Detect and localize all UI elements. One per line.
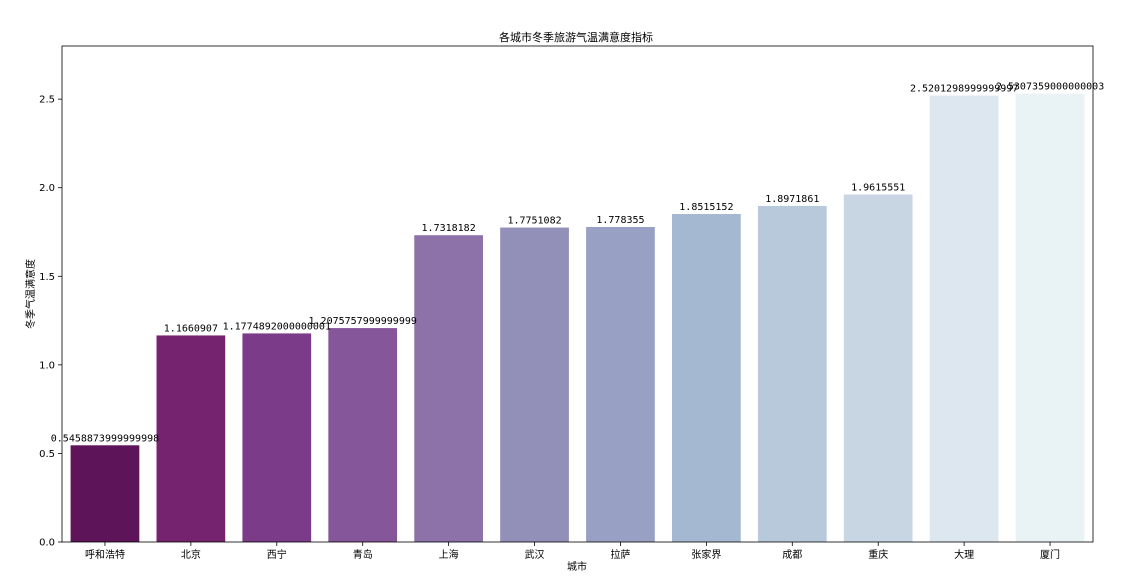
data-labels-group: 0.5458873999999998 1.1660907 1.17748920000…: [51, 82, 1104, 445]
x-tick-label: 武汉: [525, 548, 545, 561]
bar: [70, 445, 140, 542]
x-tick-label: 厦门: [1040, 548, 1060, 561]
plot-frame: [61, 45, 1094, 543]
x-tick-label: 呼和浩特: [85, 549, 125, 561]
data-label: 1.9615551: [851, 183, 905, 194]
data-label: 1.1774892000000001: [223, 321, 331, 332]
bars-group: [70, 93, 1085, 543]
x-tick-label: 大理: [954, 548, 974, 561]
bar: [757, 205, 827, 542]
x-tick-label: 上海: [439, 548, 459, 561]
chart-title: 各城市冬季旅游气温满意度指标: [499, 30, 653, 44]
data-label: 0.5458873999999998: [51, 433, 159, 444]
data-label: 2.5201298999999997: [910, 84, 1018, 95]
data-label: 1.1660907: [164, 323, 218, 334]
data-label: 1.778355: [596, 215, 644, 226]
y-tick-label: 1.5: [39, 272, 55, 283]
x-tick-label: 西宁: [267, 548, 287, 561]
bar: [672, 214, 741, 542]
data-label: 1.2075757999999999: [309, 316, 417, 327]
bar: [929, 95, 999, 542]
x-tick-label: 成都: [782, 549, 802, 561]
y-axis-label: 冬季气温满意度: [24, 259, 37, 329]
data-label: 2.5307359000000003: [996, 82, 1104, 93]
data-label: 1.8971861: [765, 194, 819, 205]
y-tick-label: 2.0: [39, 183, 55, 194]
bar: [586, 226, 655, 543]
data-label: 1.8515152: [679, 202, 733, 213]
y-tick-label: 2.5: [39, 95, 55, 106]
bar: [500, 227, 569, 543]
x-axis-ticks: 呼和浩特 北京 西宁 青岛 上海 武汉 拉萨 张家界 成都 重庆 大理 厦门: [85, 542, 1060, 561]
y-tick-label: 1.0: [39, 360, 55, 371]
x-tick-label: 青岛: [353, 548, 373, 561]
bar: [156, 335, 226, 542]
bar: [843, 194, 913, 542]
bar: [414, 235, 483, 542]
y-tick-label: 0.0: [39, 538, 55, 549]
bar: [328, 328, 398, 542]
x-axis-label: 城市: [567, 560, 587, 573]
bar: [1015, 93, 1085, 542]
x-tick-label: 张家界: [691, 548, 721, 561]
x-tick-label: 北京: [181, 548, 201, 561]
y-axis-ticks: 0.0 0.5 1.0 1.5 2.0 2.5: [39, 95, 62, 549]
bar: [242, 333, 312, 542]
y-tick-label: 0.5: [39, 449, 55, 460]
data-label: 1.7751082: [507, 216, 561, 227]
x-tick-label: 拉萨: [610, 548, 630, 561]
x-tick-label: 重庆: [868, 548, 888, 561]
data-label: 1.7318182: [422, 223, 476, 234]
